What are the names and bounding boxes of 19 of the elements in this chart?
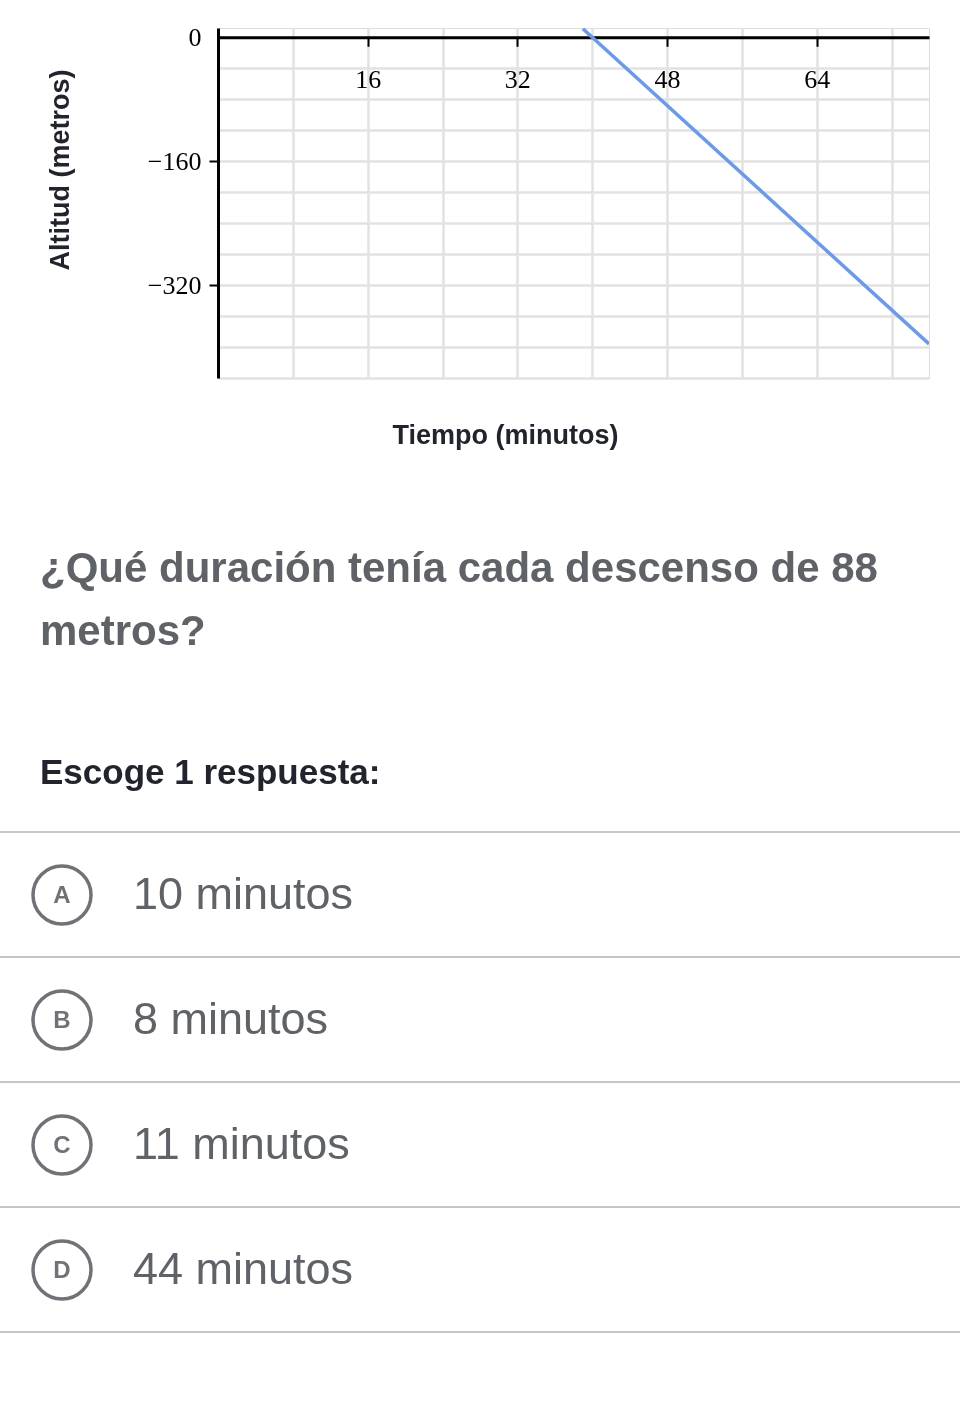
text: ¿Qué duración tenía cada descenso de 88 metros? — [40, 544, 878, 654]
text: A — [53, 881, 71, 908]
y-tick-label: −160 — [147, 146, 202, 176]
y-axis-title: Altitud (metros) — [44, 69, 75, 271]
text: Escoge 1 respuesta: — [40, 752, 381, 791]
x-tick-label: 48 — [654, 64, 681, 94]
text: 11 minutos — [133, 1118, 350, 1169]
x-tick-label: 32 — [504, 64, 531, 94]
text: 44 minutos — [133, 1243, 354, 1294]
y-tick-label: 0 — [188, 22, 202, 52]
text: 8 minutos — [133, 993, 329, 1044]
text: B — [53, 1006, 71, 1033]
x-tick-label: 64 — [804, 64, 831, 94]
text: 10 minutos — [133, 868, 354, 919]
y-tick-label: −320 — [147, 270, 202, 300]
text: C — [53, 1131, 71, 1158]
x-tick-label: 16 — [355, 64, 382, 94]
x-axis-title: Tiempo (minutos) — [392, 419, 619, 450]
text: D — [53, 1256, 71, 1283]
